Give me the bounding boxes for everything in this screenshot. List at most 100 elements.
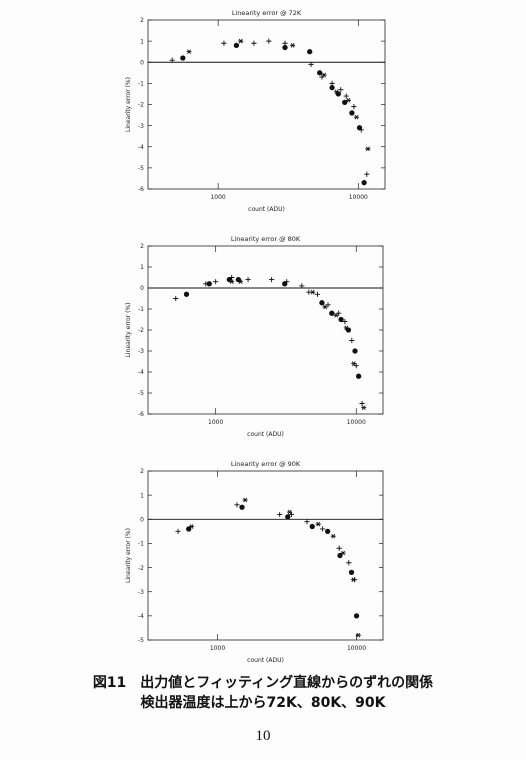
y-tick-label: 0 xyxy=(140,59,144,66)
y-tick-label: 2 xyxy=(140,17,144,24)
data-point xyxy=(213,279,219,285)
x-tick-label: 10000 xyxy=(349,194,368,201)
data-point xyxy=(364,171,370,177)
data-point xyxy=(282,281,288,287)
data-point xyxy=(299,283,305,289)
data-point xyxy=(245,277,251,283)
y-tick-label: 1 xyxy=(140,38,144,45)
y-tick-label: 1 xyxy=(140,264,144,271)
data-point xyxy=(333,312,339,318)
plot-frame xyxy=(147,19,386,190)
y-axis-label: Linearity error (%) xyxy=(125,528,132,583)
data-point xyxy=(325,528,331,535)
data-point xyxy=(180,55,186,61)
y-tick-label: 0 xyxy=(140,516,144,523)
y-tick-label: -3 xyxy=(138,123,144,130)
data-point xyxy=(317,70,323,76)
data-point xyxy=(229,279,235,285)
data-point xyxy=(285,514,291,520)
data-point xyxy=(361,405,367,411)
data-point xyxy=(330,533,336,539)
y-tick-label: 2 xyxy=(140,468,144,475)
y-tick-label: -4 xyxy=(138,369,144,376)
data-point xyxy=(183,291,190,297)
data-point xyxy=(309,523,315,530)
data-point xyxy=(237,279,244,285)
data-point xyxy=(304,519,310,525)
data-point xyxy=(342,319,348,325)
y-axis-label: Linearity error (%) xyxy=(125,77,132,132)
caption-line-2: 検出器温度は上から72K、80K、90K xyxy=(140,695,386,711)
data-point xyxy=(206,281,212,287)
x-tick-label: 10000 xyxy=(347,419,366,426)
data-point xyxy=(350,577,357,582)
data-point xyxy=(238,38,244,44)
data-point xyxy=(175,528,181,534)
data-point xyxy=(242,497,248,503)
data-point xyxy=(251,40,257,46)
y-tick-label: -5 xyxy=(138,390,144,397)
data-point xyxy=(353,114,360,120)
x-axis-label: count (ADU) xyxy=(247,657,284,664)
data-point xyxy=(188,524,195,529)
y-tick-label: -1 xyxy=(138,306,144,313)
data-point xyxy=(169,57,175,63)
data-point xyxy=(287,509,293,515)
y-tick-label: -6 xyxy=(138,186,144,193)
y-tick-label: -2 xyxy=(138,327,144,334)
data-point xyxy=(351,104,357,110)
data-point xyxy=(221,40,227,46)
chart: Linearity error @ 80K count (ADU) Linearit… xyxy=(125,235,384,438)
y-axis-label: Linearity error (%) xyxy=(125,303,132,358)
data-point xyxy=(349,110,355,116)
data-point xyxy=(342,99,348,106)
data-point xyxy=(365,146,371,152)
data-point xyxy=(282,44,288,51)
data-point xyxy=(351,361,357,366)
x-tick-label: 1000 xyxy=(210,645,225,652)
data-point xyxy=(314,291,321,297)
data-point xyxy=(336,545,342,551)
y-tick-label: -1 xyxy=(138,541,144,548)
x-tick-label: 1000 xyxy=(208,419,223,426)
data-point xyxy=(321,72,327,78)
y-tick-label: 1 xyxy=(140,492,144,499)
data-point xyxy=(338,316,344,323)
data-point xyxy=(233,42,240,48)
data-point xyxy=(355,632,361,638)
y-tick-label: -3 xyxy=(138,348,144,355)
data-point xyxy=(308,61,314,67)
data-point xyxy=(307,49,313,55)
data-point xyxy=(173,295,179,302)
data-point xyxy=(349,337,355,344)
y-tick-label: -5 xyxy=(138,165,144,172)
data-point xyxy=(346,560,352,566)
page-number: 10 xyxy=(255,728,271,744)
y-tick-label: -6 xyxy=(138,411,144,418)
chart-title: Linearity error @ 80K xyxy=(231,235,301,243)
data-point xyxy=(322,304,328,310)
data-point xyxy=(186,526,192,532)
data-point xyxy=(277,511,283,518)
y-tick-label: -4 xyxy=(138,144,144,151)
data-point xyxy=(320,526,326,532)
y-tick-label: 0 xyxy=(140,285,144,292)
data-point xyxy=(353,613,360,619)
data-point xyxy=(343,325,349,331)
x-tick-label: 10000 xyxy=(347,645,366,652)
y-tick-label: -2 xyxy=(138,565,144,572)
caption-line-1: 図11 出力値とフィッティング直線からのずれの関係 xyxy=(92,675,434,691)
data-point xyxy=(337,552,343,559)
chart: Linearity error @ 90K count (ADU) Linearit… xyxy=(125,460,384,664)
data-point xyxy=(348,569,355,576)
data-point xyxy=(338,87,344,93)
data-point xyxy=(234,502,240,508)
chart-title: Linearity error @ 90K xyxy=(231,460,301,468)
data-point xyxy=(319,300,325,306)
data-point xyxy=(361,180,367,186)
data-point xyxy=(334,89,340,95)
data-point xyxy=(345,97,352,103)
y-tick-label: -1 xyxy=(138,81,144,88)
data-point xyxy=(355,373,362,379)
x-axis-label: count (ADU) xyxy=(248,206,285,213)
